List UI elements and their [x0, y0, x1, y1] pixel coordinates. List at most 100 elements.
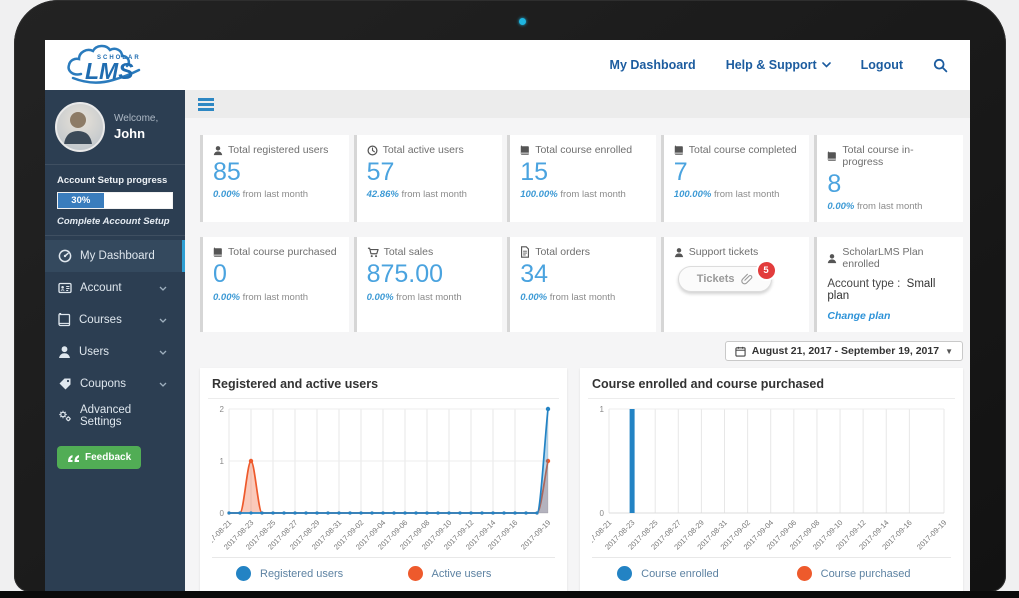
legend-dot: [617, 566, 633, 582]
book-icon: [213, 247, 222, 257]
complete-setup-link[interactable]: Complete Account Setup: [57, 216, 170, 227]
svg-text:2017-09-19: 2017-09-19: [915, 518, 948, 551]
chevron-down-icon: [159, 318, 167, 323]
chart-registered-active-users: Registered and active users 0 1 2 2017-08-2…: [200, 368, 567, 591]
legend-dot: [236, 566, 251, 582]
stat-card-course-enrolled: Total course enrolled 15 100.00% from la…: [507, 135, 656, 223]
legend-item-course-purchased[interactable]: Course purchased: [772, 566, 952, 582]
divider: [588, 398, 955, 400]
nav-my-dashboard[interactable]: My Dashboard: [609, 58, 696, 72]
tickets-badge: 5: [755, 260, 777, 282]
sidebar-item-label: Account: [80, 282, 122, 294]
header-nav: My Dashboard Help & Support Logout: [610, 58, 948, 73]
sidebar-item-label: Coupons: [80, 378, 127, 390]
book-icon: [58, 313, 71, 327]
chevron-down-icon: [821, 62, 831, 68]
chart-legend: Course enrolled Course purchased: [592, 557, 951, 583]
avatar[interactable]: [55, 102, 105, 152]
sidebar-item-my-dashboard[interactable]: My Dashboard: [45, 240, 185, 272]
quote-icon: [68, 455, 79, 462]
tag-icon: [59, 378, 71, 390]
bar-chart-canvas[interactable]: 0 1 2017-08-21 2017-08-23 2017-08-25 2017-08-…: [592, 401, 951, 553]
stat-change: 0.00% from last month: [366, 291, 462, 303]
stat-change: 0.00% from last month: [520, 291, 616, 303]
stat-change: 0.00% from last month: [213, 291, 309, 303]
stat-card-course-purchased: Total course purchased 0 0.00% from last…: [200, 237, 349, 333]
legend-label: Course purchased: [820, 567, 911, 580]
chart-course-enrolled-purchased: Course enrolled and course purchased 0 1 2…: [580, 368, 963, 591]
sidebar-item-label: My Dashboard: [80, 250, 155, 262]
stats-row-2: Total course purchased 0 0.00% from last…: [200, 237, 963, 333]
tickets-button[interactable]: Tickets 5: [677, 260, 777, 293]
search-icon[interactable]: [933, 58, 948, 73]
legend-item-course-enrolled[interactable]: Course enrolled: [592, 566, 772, 582]
device-base: [0, 591, 1019, 598]
date-range-picker[interactable]: August 21, 2017 - September 19, 2017 ▼: [724, 341, 963, 362]
sidebar-item-label: Users: [79, 346, 110, 358]
divider: [208, 398, 559, 400]
stat-title: Total sales: [383, 246, 434, 259]
user-icon: [59, 346, 70, 358]
stat-change: 42.86% from last month: [366, 189, 467, 201]
stat-change: 100.00% from last month: [520, 189, 626, 201]
stat-card-total-sales: Total sales 875.00 0.00% from last month: [353, 237, 503, 333]
account-setup-block: Account Setup progress 30% Complete Acco…: [45, 165, 185, 235]
chart-legend: Registered users Active users: [212, 557, 555, 583]
divider: [45, 235, 185, 236]
stat-change: 0.00% from last month: [827, 201, 923, 213]
feedback-label: Feedback: [85, 452, 132, 463]
svg-text:2: 2: [220, 405, 225, 414]
plan-card: ScholarLMS Plan enrolled Account type : …: [814, 237, 963, 333]
line-chart-canvas[interactable]: 0 1 2 2017-08-21 2017-08-23 2017-08-25 2017-08…: [212, 401, 555, 553]
sidebar-item-account[interactable]: Account: [45, 272, 185, 304]
user-name: John: [114, 126, 146, 141]
paperclip-icon: [740, 273, 752, 285]
calendar-icon: [735, 346, 746, 357]
legend-item-registered-users[interactable]: Registered users: [212, 566, 384, 582]
user-icon: [213, 145, 223, 155]
stat-card-active-users: Total active users 57 42.86% from last m…: [353, 135, 503, 223]
stat-title: Total active users: [382, 144, 464, 156]
change-plan-link[interactable]: Change plan: [827, 310, 891, 323]
logo-text: LMS: [85, 58, 134, 84]
svg-text:1: 1: [220, 457, 225, 466]
svg-text:2017-09-19: 2017-09-19: [519, 518, 552, 551]
chart-title: Course enrolled and course purchased: [592, 377, 825, 392]
stat-title: Total course enrolled: [535, 144, 633, 156]
svg-text:0: 0: [220, 509, 225, 518]
progress-fill: 30%: [58, 193, 104, 208]
chevron-down-icon: [159, 382, 167, 387]
hamburger-menu-icon[interactable]: [198, 97, 214, 111]
stat-card-course-completed: Total course completed 7 100.00% from la…: [660, 135, 810, 223]
scholar-lms-logo[interactable]: SCHOLAR LMS: [63, 42, 173, 88]
sidebar-item-label: Advanced Settings: [80, 404, 132, 428]
charts-row: Registered and active users 0 1 2 2017-08-2…: [200, 368, 963, 591]
book-icon: [674, 145, 683, 155]
book-icon: [520, 145, 530, 155]
invoice-icon: [521, 246, 530, 258]
sidebar-item-coupons[interactable]: Coupons: [45, 368, 185, 400]
date-row: August 21, 2017 - September 19, 2017 ▼: [200, 341, 963, 362]
sidebar-item-courses[interactable]: Courses: [45, 304, 185, 336]
legend-item-active-users[interactable]: Active users: [384, 566, 556, 582]
clock-icon: [367, 144, 378, 156]
legend-dot: [796, 566, 812, 582]
feedback-button[interactable]: Feedback: [57, 446, 142, 469]
sidebar-item-users[interactable]: Users: [45, 336, 185, 368]
user-icon: [674, 247, 684, 257]
stat-title: ScholarLMS Plan enrolled: [842, 246, 924, 271]
legend-dot: [407, 566, 423, 582]
main-topbar: [185, 90, 970, 118]
app-header: SCHOLAR LMS My Dashboard Help & Support …: [45, 40, 970, 90]
user-block: Welcome, John: [45, 90, 185, 164]
stat-value: 34: [520, 260, 548, 289]
app-screen: SCHOLAR LMS My Dashboard Help & Support …: [45, 40, 970, 591]
stat-value: 875.00: [366, 260, 444, 289]
progress-bar: 30%: [57, 192, 173, 209]
stat-title: Total course purchased: [228, 246, 337, 259]
nav-logout[interactable]: Logout: [860, 58, 903, 72]
caret-down-icon: ▼: [945, 346, 953, 356]
sidebar-item-advanced-settings[interactable]: Advanced Settings: [45, 400, 185, 432]
nav-help-support[interactable]: Help & Support: [726, 58, 831, 72]
